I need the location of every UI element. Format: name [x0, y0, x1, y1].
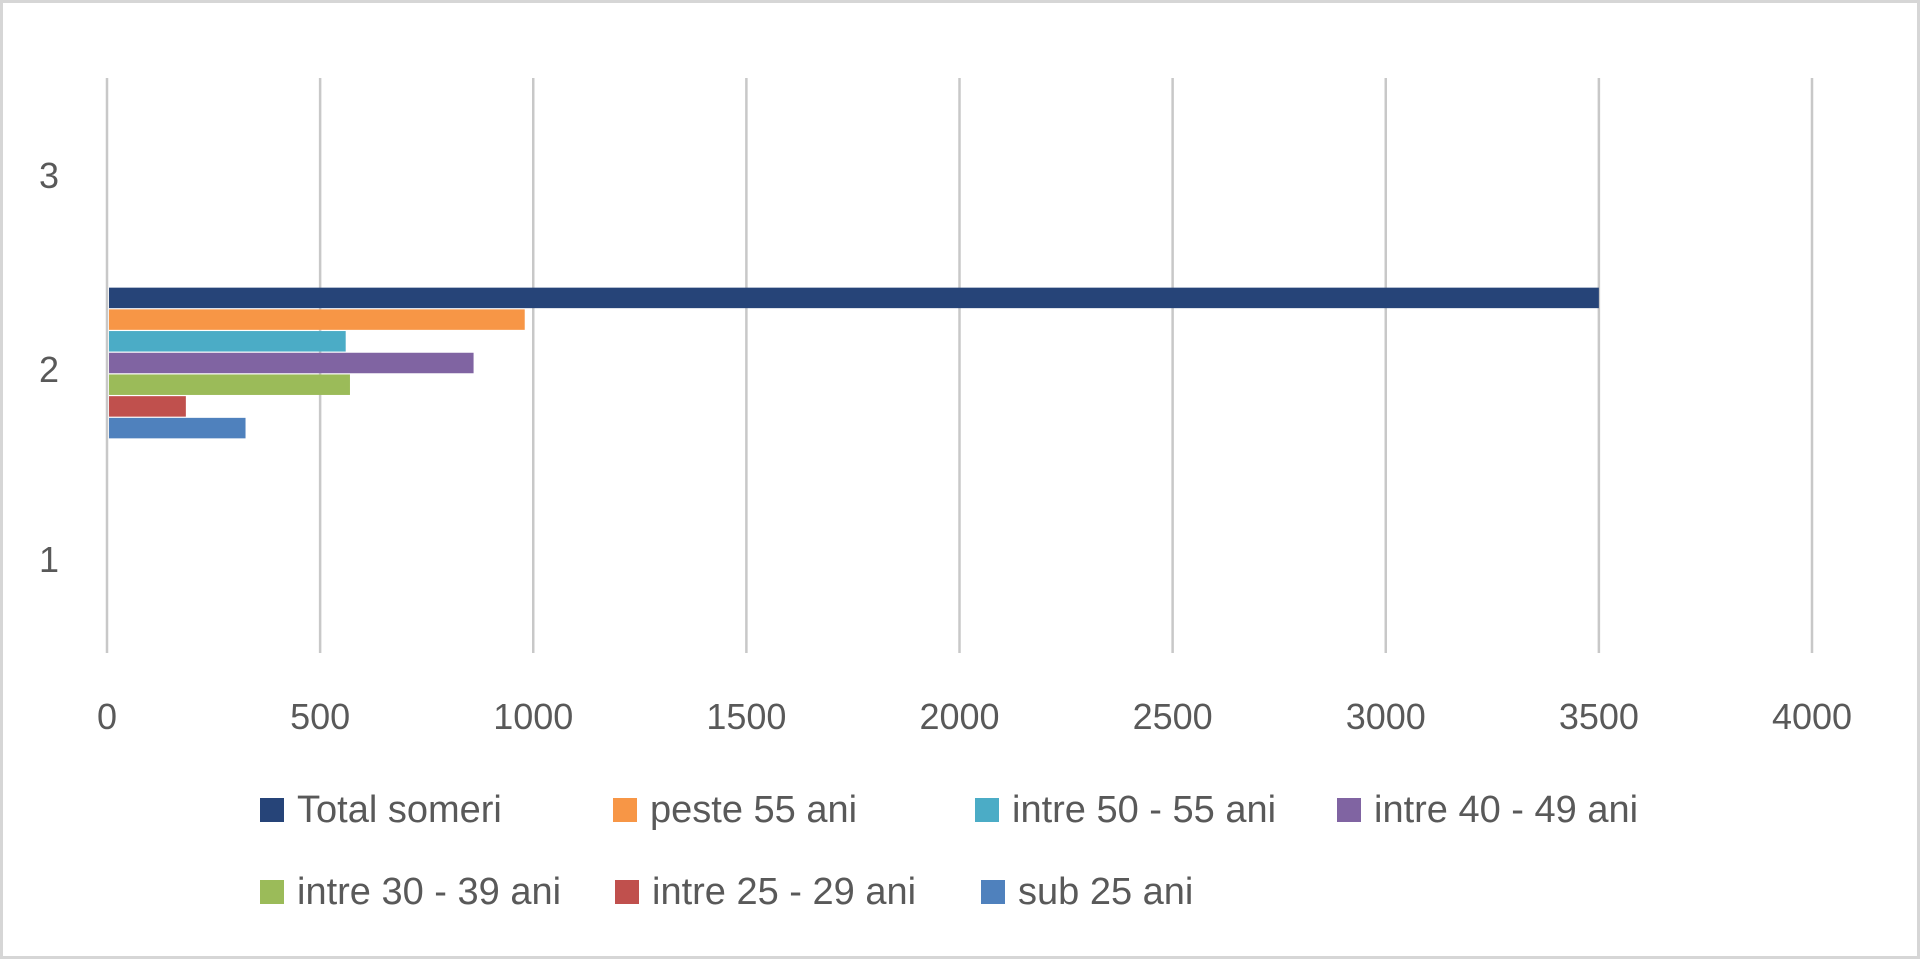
- legend-label: sub 25 ani: [1018, 871, 1193, 913]
- gridlines: [105, 78, 1814, 653]
- y-tick-label: 3: [39, 155, 59, 196]
- x-tick-label: 2500: [1133, 696, 1213, 737]
- y-tick-label: 2: [39, 349, 59, 390]
- legend-label: intre 25 - 29 ani: [652, 871, 916, 913]
- legend-label: peste 55 ani: [650, 789, 857, 831]
- legend-swatch: [975, 798, 999, 822]
- legend-swatch: [613, 798, 637, 822]
- x-tick-label: 3000: [1346, 696, 1426, 737]
- x-tick-label: 1500: [706, 696, 786, 737]
- x-tick-label: 1000: [493, 696, 573, 737]
- bar: [109, 309, 525, 330]
- x-tick-label: 3500: [1559, 696, 1639, 737]
- y-tick-label: 1: [39, 539, 59, 580]
- legend-swatch: [981, 880, 1005, 904]
- legend-label: intre 50 - 55 ani: [1012, 789, 1276, 831]
- legend-swatch: [260, 880, 284, 904]
- x-tick-label: 0: [97, 696, 117, 737]
- y-axis-labels: 1 2 3: [39, 155, 59, 580]
- bar: [109, 331, 346, 352]
- x-tick-label: 4000: [1772, 696, 1852, 737]
- bar: [109, 396, 186, 417]
- bar-chart: 1 2 3 0 500 1000 1500 2000 2500 3000 3500 4000 Tot…: [39, 78, 1852, 913]
- legend-label: Total someri: [297, 789, 502, 831]
- x-tick-label: 2000: [919, 696, 999, 737]
- legend-swatch: [1337, 798, 1361, 822]
- bar: [109, 417, 246, 439]
- legend: Total someri peste 55 ani intre 50 - 55 an…: [260, 789, 1638, 913]
- bar: [109, 352, 474, 374]
- legend-label: intre 40 - 49 ani: [1374, 789, 1638, 831]
- legend-swatch: [615, 880, 639, 904]
- legend-swatch: [260, 798, 284, 822]
- bar: [109, 374, 350, 395]
- bar: [109, 287, 1599, 309]
- x-axis-labels: 0 500 1000 1500 2000 2500 3000 3500 4000: [97, 696, 1852, 737]
- bars: [109, 287, 1599, 439]
- legend-label: intre 30 - 39 ani: [297, 871, 561, 913]
- x-tick-label: 500: [290, 696, 350, 737]
